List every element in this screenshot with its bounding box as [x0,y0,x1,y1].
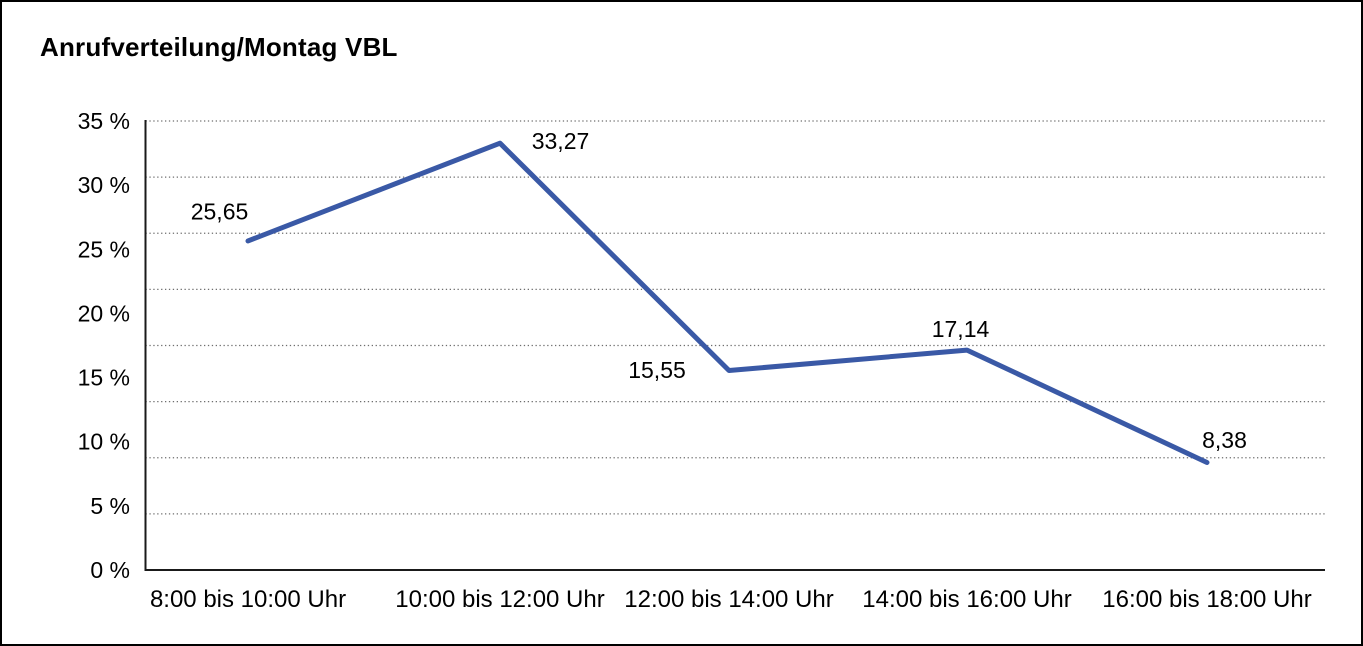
y-tick-label: 30 % [78,172,130,198]
data-point-label: 25,65 [191,198,249,224]
x-tick-label: 12:00 bis 14:00 Uhr [624,586,833,613]
y-tick-label: 5 % [90,493,130,519]
x-tick-label: 16:00 bis 18:00 Uhr [1102,586,1311,613]
data-point-label: 8,38 [1202,427,1247,453]
x-tick-label: 10:00 bis 12:00 Uhr [395,586,604,613]
y-tick-label: 15 % [78,365,130,391]
data-point-label: 15,55 [628,357,686,383]
y-tick-label: 35 % [78,108,130,134]
data-point-label: 17,14 [932,316,990,342]
data-series-line [245,140,1210,465]
data-point-label: 33,27 [532,128,590,154]
y-tick-label: 10 % [78,429,130,455]
y-tick-label: 0 % [90,557,130,583]
y-tick-label: 25 % [78,236,130,262]
x-tick-label: 14:00 bis 16:00 Uhr [862,586,1071,613]
chart-title: Anrufverteilung/Montag VBL [40,32,398,62]
y-tick-label: 20 % [78,300,130,326]
x-tick-label: 8:00 bis 10:00 Uhr [150,586,346,613]
